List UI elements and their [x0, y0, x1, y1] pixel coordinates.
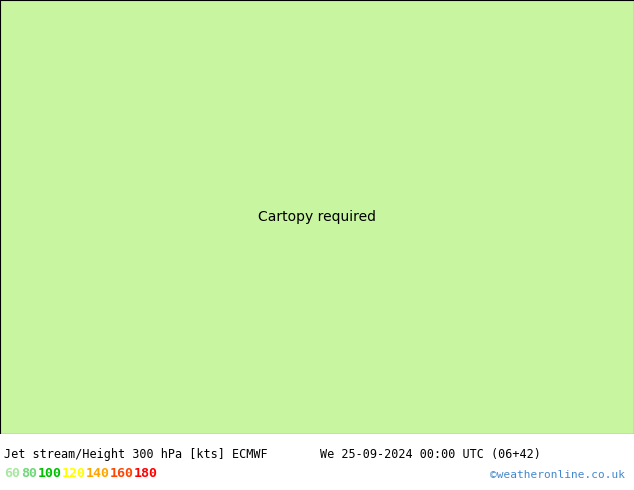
Text: 160: 160 [110, 467, 134, 480]
Text: ©weatheronline.co.uk: ©weatheronline.co.uk [490, 470, 625, 480]
Text: 100: 100 [38, 467, 62, 480]
Text: We 25-09-2024 00:00 UTC (06+42): We 25-09-2024 00:00 UTC (06+42) [320, 448, 541, 461]
Text: 180: 180 [134, 467, 158, 480]
Text: Jet stream/Height 300 hPa [kts] ECMWF: Jet stream/Height 300 hPa [kts] ECMWF [4, 448, 268, 461]
Text: Cartopy required: Cartopy required [258, 210, 376, 224]
Text: 60: 60 [4, 467, 20, 480]
Text: 120: 120 [62, 467, 86, 480]
Text: 80: 80 [21, 467, 37, 480]
Text: 140: 140 [86, 467, 110, 480]
